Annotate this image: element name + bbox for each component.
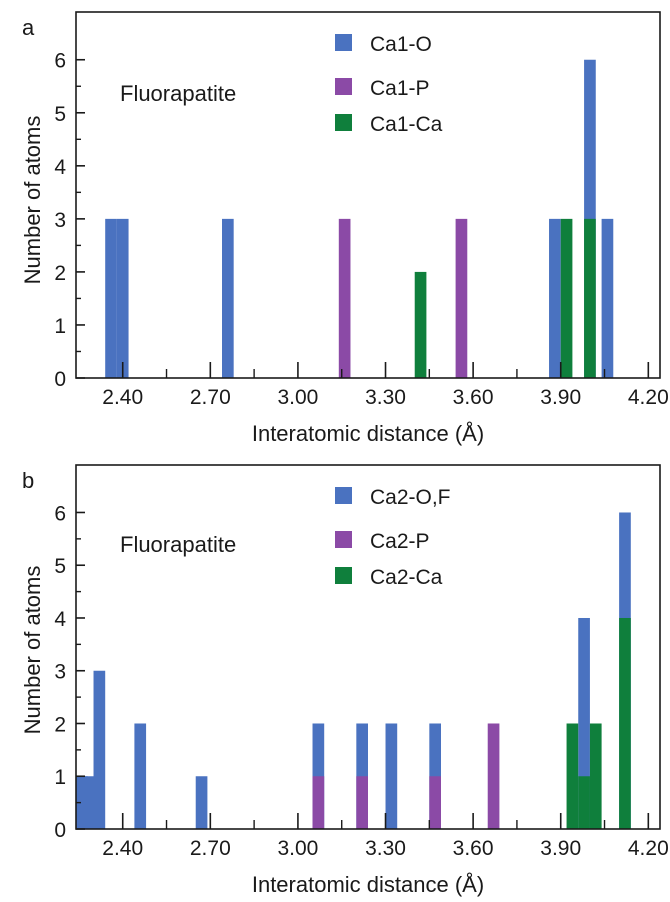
bar-b-p-3 (487, 723, 500, 829)
legend-label-ca1-o: Ca1-O (370, 33, 432, 56)
legend-label-ca2-of: Ca2-O,F (370, 486, 451, 509)
bar-b-o-1 (84, 776, 97, 829)
y-tick-label-b-6: 6 (54, 502, 66, 525)
y-tick-label-b-4: 4 (54, 608, 66, 631)
bar-b-o-0 (76, 776, 88, 829)
y-tick-label-b-1: 1 (54, 766, 66, 789)
y-tick-label-a-3: 3 (54, 209, 66, 232)
bar-b-ca-3 (619, 617, 631, 829)
x-tick-label-a-6: 4.20 (628, 386, 669, 409)
y-tick-label-a-6: 6 (54, 50, 66, 73)
y-ticks-a: 0 1 2 3 4 5 6 (54, 50, 85, 391)
x-tick-label-b-4: 3.60 (453, 837, 494, 860)
bar-b-ca-2 (589, 723, 602, 829)
x-tick-label-b-0: 2.40 (102, 837, 143, 860)
legend-swatch-ca1-p (335, 78, 352, 95)
x-tick-label-a-3: 3.30 (365, 386, 406, 409)
bar-a-o-2 (222, 218, 234, 378)
x-tick-label-a-5: 3.90 (540, 386, 581, 409)
y-axis-label-a: Number of atoms (20, 116, 45, 285)
x-tick-label-a-4: 3.60 (453, 386, 494, 409)
y-tick-label-b-5: 5 (54, 555, 66, 578)
x-tick-label-b-6: 4.20 (628, 837, 669, 860)
bar-b-o-6 (356, 723, 368, 829)
x-tick-label-b-5: 3.90 (540, 837, 581, 860)
bar-b-o-9 (578, 617, 590, 829)
x-ticks-a: 2.40 2.70 3.00 3.30 3.60 3.90 4.20 (102, 362, 669, 409)
x-tick-label-b-1: 2.70 (190, 837, 231, 860)
panel-label-a: a (22, 15, 35, 40)
bar-b-o-8 (429, 723, 441, 829)
bar-a-p-1 (455, 218, 468, 378)
legend-swatch-ca1-ca (335, 114, 352, 131)
legend-swatch-ca2-ca (335, 567, 352, 584)
y-tick-label-a-2: 2 (54, 262, 66, 285)
panel-label-b: b (22, 468, 34, 493)
x-axis-label-b: Interatomic distance (Å) (252, 872, 484, 897)
bar-b-o-3 (134, 723, 147, 829)
x-tick-label-a-0: 2.40 (102, 386, 143, 409)
bar-b-p-2 (429, 776, 441, 829)
legend-label-ca1-ca: Ca1-Ca (370, 113, 443, 136)
bar-b-ca-0 (566, 723, 579, 829)
panel-a: a Fluorapatite Number of atoms Interatom… (20, 11, 669, 446)
bar-a-ca-0 (414, 271, 427, 378)
y-ticks-b: 0 1 2 3 4 5 6 (54, 502, 85, 842)
legend-label-ca2-ca: Ca2-Ca (370, 566, 443, 589)
y-tick-label-b-3: 3 (54, 661, 66, 684)
x-axis-label-a: Interatomic distance (Å) (252, 421, 484, 446)
bar-a-ca-1 (560, 218, 573, 378)
x-tick-label-b-3: 3.30 (365, 837, 406, 860)
y-tick-label-a-4: 4 (54, 156, 66, 179)
x-tick-label-a-2: 3.00 (277, 386, 318, 409)
y-tick-label-b-0: 0 (54, 819, 66, 842)
plot-frame-a (75, 11, 661, 379)
bars-b (76, 512, 631, 829)
bar-a-o-0 (105, 218, 117, 378)
legend-b: Ca2-O,F Ca2-P Ca2-Ca (335, 486, 451, 589)
bar-b-p-0 (312, 776, 325, 829)
legend-a: Ca1-O Ca1-P Ca1-Ca (335, 33, 443, 136)
annotation-a: Fluorapatite (120, 81, 236, 106)
y-axis-label-b: Number of atoms (20, 566, 45, 735)
legend-label-ca1-p: Ca1-P (370, 77, 430, 100)
panel-b: b Fluorapatite Number of atoms Interatom… (20, 464, 669, 897)
x-tick-label-b-2: 3.00 (277, 837, 318, 860)
bar-b-ca-1 (578, 776, 590, 829)
bar-a-o-3 (549, 218, 561, 378)
bar-a-p-0 (338, 218, 351, 378)
x-tick-label-a-1: 2.70 (190, 386, 231, 409)
bar-b-o-7 (385, 723, 398, 829)
bar-b-o-2 (93, 670, 106, 829)
x-ticks-b: 2.40 2.70 3.00 3.30 3.60 3.90 4.20 (102, 813, 669, 860)
bar-a-o-5 (601, 218, 614, 378)
annotation-b: Fluorapatite (120, 532, 236, 557)
y-tick-label-a-1: 1 (54, 315, 66, 338)
bar-b-o-5 (312, 723, 325, 829)
bar-a-o-1 (116, 218, 129, 378)
y-tick-label-a-5: 5 (54, 103, 66, 126)
legend-swatch-ca1-o (335, 34, 352, 51)
legend-label-ca2-p: Ca2-P (370, 530, 430, 553)
bar-a-ca-2 (584, 218, 596, 378)
plot-frame-b (75, 464, 661, 830)
bar-b-p-1 (356, 776, 368, 829)
bars-a (105, 59, 614, 379)
legend-swatch-ca2-p (335, 531, 352, 548)
y-tick-label-a-0: 0 (54, 368, 66, 391)
legend-swatch-ca2-of (335, 487, 352, 504)
bar-b-o-4 (195, 776, 208, 829)
y-tick-label-b-2: 2 (54, 713, 66, 736)
